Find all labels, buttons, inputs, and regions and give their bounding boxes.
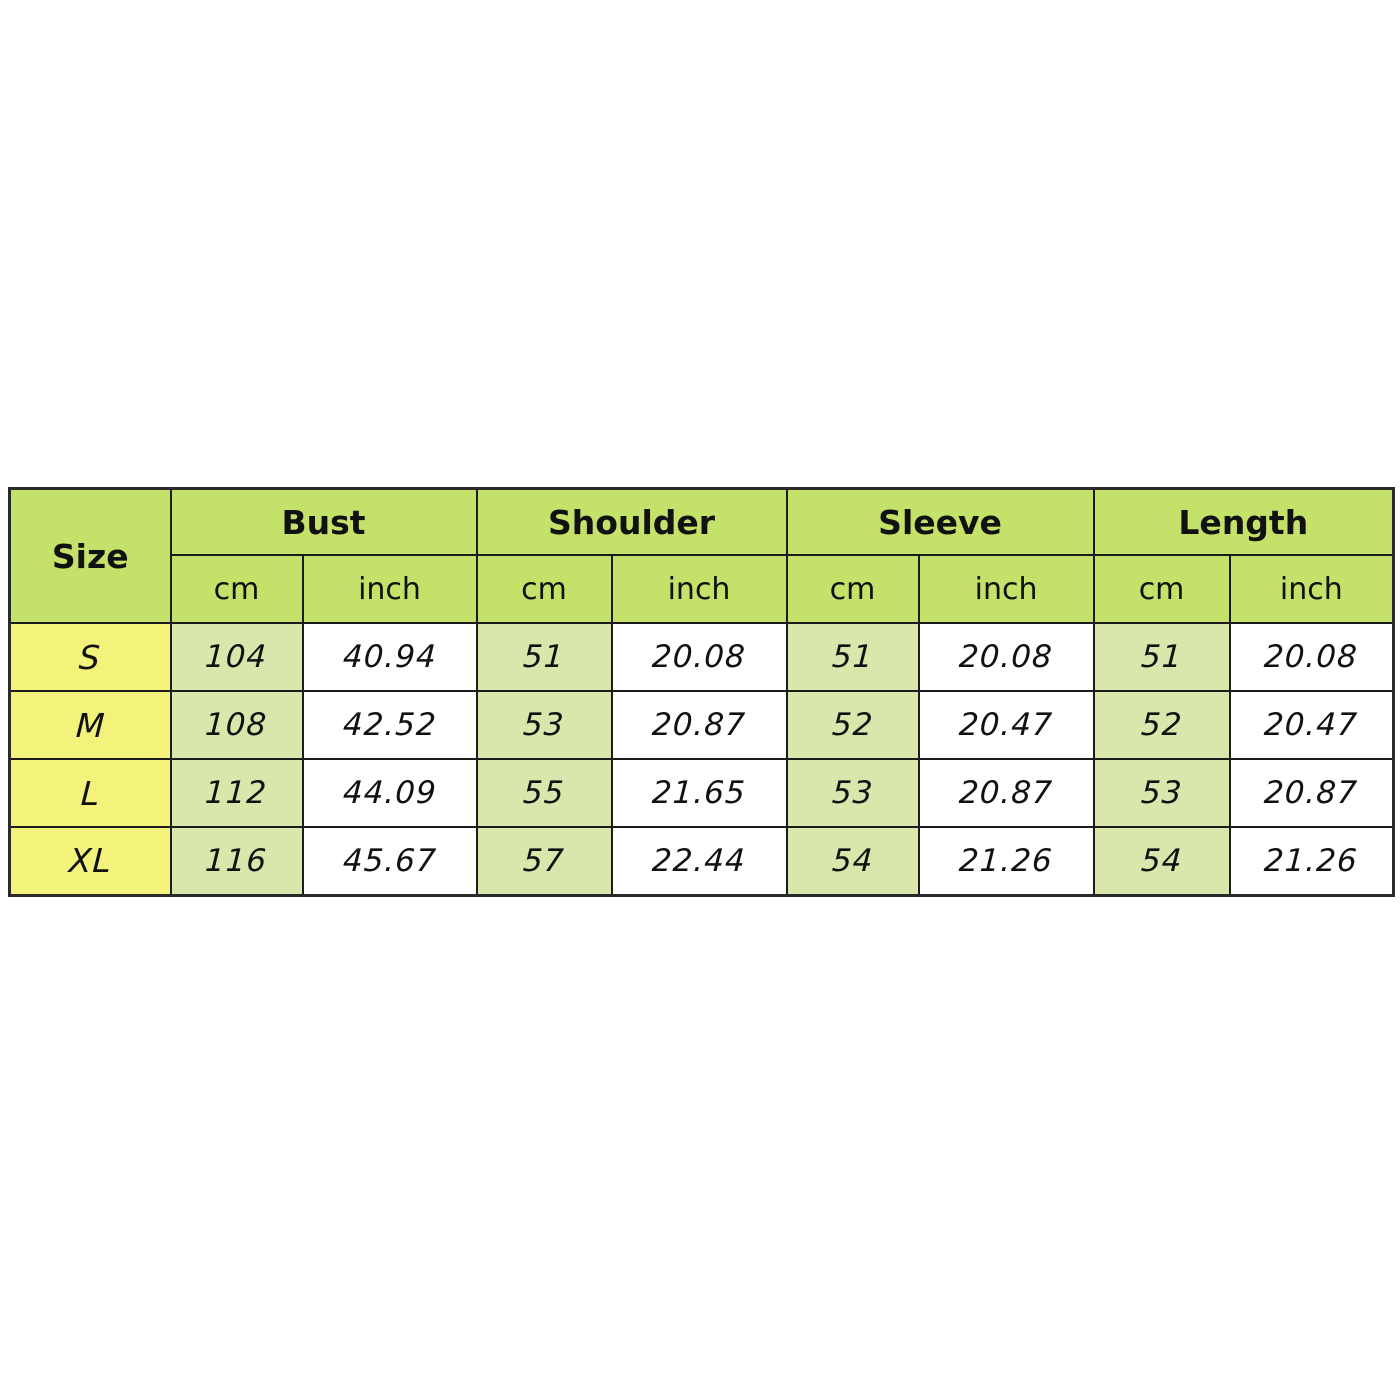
unit-bust-inch: inch [301,554,478,624]
cell-size-m: M [8,690,172,760]
cell-s-bust-inch: 40.94 [301,622,478,692]
cell-l-shoulder-inch: 21.65 [610,758,788,828]
cell-s-sleeve-cm: 51 [785,622,920,692]
value: 45.67 [341,842,438,879]
cell-m-bust-cm: 108 [169,690,304,760]
cell-s-length-inch: 20.08 [1228,622,1395,692]
cell-l-sleeve-cm: 53 [785,758,920,828]
value: 53 [830,775,875,811]
value: 40.94 [341,639,438,675]
cell-s-sleeve-inch: 20.08 [917,622,1095,692]
value: 20.47 [1263,707,1360,743]
cell-xl-bust-inch: 45.67 [301,826,478,896]
value: 20.08 [1263,639,1360,675]
value: 52 [830,707,875,743]
cell-m-bust-inch: 42.52 [301,690,478,760]
cell-xl-sleeve-cm: 54 [785,826,920,896]
unit-sleeve-cm: cm [785,554,920,624]
size-label: XL [67,841,113,881]
value: 44.09 [341,775,438,811]
size-label: L [79,773,101,813]
cell-l-shoulder-cm: 55 [475,758,613,828]
value: 57 [522,842,566,879]
header-length: Length [1092,487,1395,556]
unit-length-inch: inch [1228,554,1395,624]
header-size: Size [8,487,172,624]
value: 54 [830,842,875,879]
unit-bust-cm: cm [169,554,304,624]
table-row-s: S 104 40.94 51 20.08 51 20.08 51 20.08 [8,622,1395,692]
value: 20.87 [651,707,747,743]
value: 51 [1139,639,1184,675]
cell-l-length-inch: 20.87 [1228,758,1395,828]
value: 21.65 [651,775,747,811]
value: 20.87 [958,775,1054,811]
value: 42.52 [341,707,438,743]
value: 52 [1139,707,1184,743]
size-chart-table: Size Bust Shoulder Sleeve Length cm inch… [8,487,1396,897]
cell-m-length-inch: 20.47 [1228,690,1395,760]
cell-s-shoulder-inch: 20.08 [610,622,788,692]
value: 55 [522,775,566,811]
cell-xl-shoulder-inch: 22.44 [610,826,788,896]
cell-m-shoulder-cm: 53 [475,690,613,760]
cell-m-shoulder-inch: 20.87 [610,690,788,760]
cell-s-bust-cm: 104 [169,622,304,692]
value: 104 [204,639,269,675]
value: 54 [1139,842,1184,879]
value: 53 [522,707,566,743]
value: 22.44 [651,842,747,879]
value: 20.47 [958,707,1054,743]
cell-s-shoulder-cm: 51 [475,622,613,692]
cell-size-xl: XL [8,826,172,896]
value: 20.08 [958,639,1054,675]
value: 20.87 [1263,775,1360,811]
cell-l-length-cm: 53 [1092,758,1231,828]
table-row-m: M 108 42.52 53 20.87 52 20.47 52 20.47 [8,690,1395,760]
cell-l-sleeve-inch: 20.87 [917,758,1095,828]
cell-size-s: S [8,622,172,692]
value: 53 [1139,775,1184,811]
header-shoulder: Shoulder [475,487,788,556]
cell-xl-bust-cm: 116 [169,826,304,896]
cell-size-l: L [8,758,172,828]
value: 51 [830,639,875,675]
table-row-xl: XL 116 45.67 57 22.44 54 21.26 54 21.26 [8,826,1395,896]
cell-m-sleeve-inch: 20.47 [917,690,1095,760]
cell-xl-shoulder-cm: 57 [475,826,613,896]
value: 51 [522,639,566,675]
size-label: S [78,637,103,677]
value: 21.26 [958,842,1054,879]
cell-xl-sleeve-inch: 21.26 [917,826,1095,896]
cell-m-sleeve-cm: 52 [785,690,920,760]
header-bust: Bust [169,487,478,556]
cell-m-length-cm: 52 [1092,690,1231,760]
header-sleeve: Sleeve [785,487,1095,556]
cell-s-length-cm: 51 [1092,622,1231,692]
value: 112 [204,775,269,811]
cell-l-bust-inch: 44.09 [301,758,478,828]
cell-xl-length-cm: 54 [1092,826,1231,896]
value: 21.26 [1263,842,1360,879]
unit-shoulder-inch: inch [610,554,788,624]
cell-l-bust-cm: 112 [169,758,304,828]
cell-xl-length-inch: 21.26 [1228,826,1395,896]
value: 116 [204,842,269,879]
unit-sleeve-inch: inch [917,554,1095,624]
table-row-l: L 112 44.09 55 21.65 53 20.87 53 20.87 [8,758,1395,828]
value: 20.08 [651,639,747,675]
unit-shoulder-cm: cm [475,554,613,624]
unit-length-cm: cm [1092,554,1231,624]
value: 108 [204,707,269,743]
size-label: M [74,705,107,745]
